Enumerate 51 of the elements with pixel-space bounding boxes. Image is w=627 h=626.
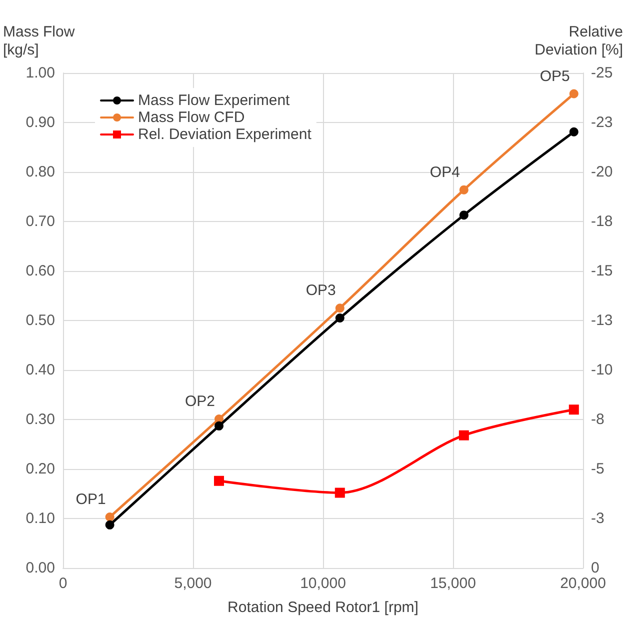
y2-tick-label: -25 <box>591 64 613 82</box>
point <box>214 421 224 430</box>
point <box>334 488 345 498</box>
point <box>335 314 344 323</box>
point <box>105 512 114 522</box>
point <box>459 185 468 194</box>
y-tick-label: 0.70 <box>26 213 55 230</box>
y-axis-title: Mass Flow [kg/s] <box>3 24 75 58</box>
annotation: OP3 <box>306 282 336 300</box>
x-tick-label: 0 <box>58 575 68 592</box>
y-tick-label: 0.50 <box>26 312 55 329</box>
y2-tick-label: -15 <box>591 262 613 280</box>
point <box>458 430 469 440</box>
y2-tick-label: -20 <box>591 164 613 180</box>
y2-axis-title: Relative Deviation [%] <box>534 24 623 58</box>
point <box>569 89 578 98</box>
x-tick-label: 5,000 <box>174 575 212 592</box>
y2-tick-label: -23 <box>591 114 613 131</box>
y-tick-label: 0.10 <box>26 510 55 527</box>
y-tick-label: 1.00 <box>26 64 55 82</box>
legend-label: Mass Flow CFD <box>138 109 245 126</box>
point <box>569 127 578 136</box>
point <box>214 476 224 486</box>
legend-label: Mass Flow Experiment <box>138 92 291 109</box>
point <box>105 520 114 530</box>
y2-tick-label: -13 <box>591 312 613 329</box>
y-tick-label: 0.20 <box>26 460 55 478</box>
y2-tick-label: -8 <box>591 411 604 428</box>
annotation: OP5 <box>540 68 570 85</box>
y2-tick-label: 0 <box>591 560 600 576</box>
x-axis-title: Rotation Speed Rotor1 [rpm] <box>228 599 418 616</box>
annotation: OP4 <box>430 164 460 181</box>
legend-label: Rel. Deviation Experiment <box>138 126 312 143</box>
point <box>335 304 344 313</box>
y2-tick-label: -10 <box>591 362 613 378</box>
annotation: OP1 <box>76 491 106 508</box>
y-tick-label: 0.80 <box>26 164 55 180</box>
y-tick-label: 0.30 <box>26 411 55 428</box>
x-tick-label: 10,000 <box>300 575 346 592</box>
annotation: OP2 <box>184 393 215 410</box>
point <box>459 210 468 220</box>
y2-tick-label: -18 <box>591 213 613 230</box>
point <box>568 404 579 415</box>
x-tick-label: 15,000 <box>430 575 476 592</box>
x-tick-label: 20,000 <box>560 575 606 592</box>
y-tick-label: 0.00 <box>26 560 55 576</box>
y2-tick-label: -3 <box>591 510 604 527</box>
y2-tick-label: -5 <box>591 460 604 478</box>
y-tick-label: 0.60 <box>26 262 55 280</box>
y-tick-label: 0.40 <box>26 362 55 378</box>
y-tick-label: 0.90 <box>26 114 55 131</box>
